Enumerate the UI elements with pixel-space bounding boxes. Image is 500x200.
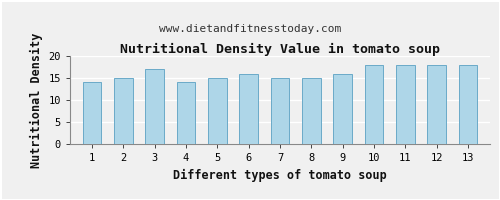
Bar: [208, 78, 227, 144]
Bar: [334, 74, 352, 144]
Bar: [364, 65, 384, 144]
Bar: [302, 78, 320, 144]
X-axis label: Different types of tomato soup: Different types of tomato soup: [173, 169, 387, 182]
Bar: [270, 78, 289, 144]
Bar: [458, 65, 477, 144]
Bar: [176, 82, 196, 144]
Bar: [145, 69, 164, 144]
Bar: [396, 65, 415, 144]
Title: Nutritional Density Value in tomato soup: Nutritional Density Value in tomato soup: [120, 43, 440, 56]
Text: www.dietandfitnesstoday.com: www.dietandfitnesstoday.com: [159, 24, 341, 34]
Bar: [240, 74, 258, 144]
Y-axis label: Nutritional Density: Nutritional Density: [30, 32, 43, 168]
Bar: [428, 65, 446, 144]
Bar: [82, 82, 102, 144]
Bar: [114, 78, 132, 144]
